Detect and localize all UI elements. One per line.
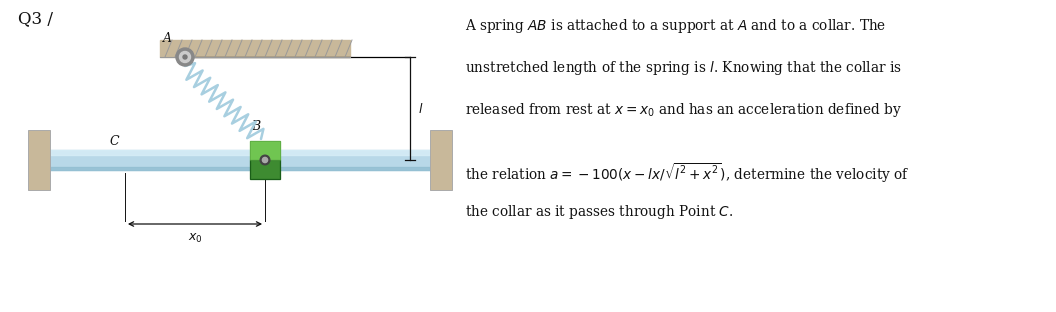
Bar — [50, 150, 430, 170]
Circle shape — [260, 155, 269, 165]
Circle shape — [176, 48, 194, 66]
Text: C: C — [110, 135, 119, 148]
Text: unstretched length of the spring is $l$. Knowing that the collar is: unstretched length of the spring is $l$.… — [465, 59, 902, 77]
Text: released from rest at $x = x_0$ and has an acceleration defined by: released from rest at $x = x_0$ and has … — [465, 101, 902, 119]
Bar — [250, 160, 280, 179]
Text: $x_0$: $x_0$ — [188, 232, 203, 245]
Text: $l$: $l$ — [418, 101, 423, 115]
Circle shape — [262, 157, 267, 163]
Bar — [50, 167, 430, 170]
Bar — [161, 40, 350, 57]
Text: the collar as it passes through Point $C$.: the collar as it passes through Point $C… — [465, 203, 733, 221]
Text: Q3 /: Q3 / — [18, 10, 53, 27]
Circle shape — [183, 55, 187, 59]
Bar — [250, 141, 280, 160]
Bar — [250, 141, 280, 179]
Text: A: A — [163, 32, 172, 45]
Circle shape — [180, 51, 190, 62]
Bar — [29, 130, 50, 190]
Text: B: B — [251, 120, 260, 133]
Bar — [50, 150, 430, 154]
Bar — [430, 130, 452, 190]
Text: A spring $AB$ is attached to a support at $A$ and to a collar. The: A spring $AB$ is attached to a support a… — [465, 17, 886, 35]
Text: the relation $a =-100(x - lx/\sqrt{l^2 +x^2})$, determine the velocity of: the relation $a =-100(x - lx/\sqrt{l^2 +… — [465, 161, 909, 185]
